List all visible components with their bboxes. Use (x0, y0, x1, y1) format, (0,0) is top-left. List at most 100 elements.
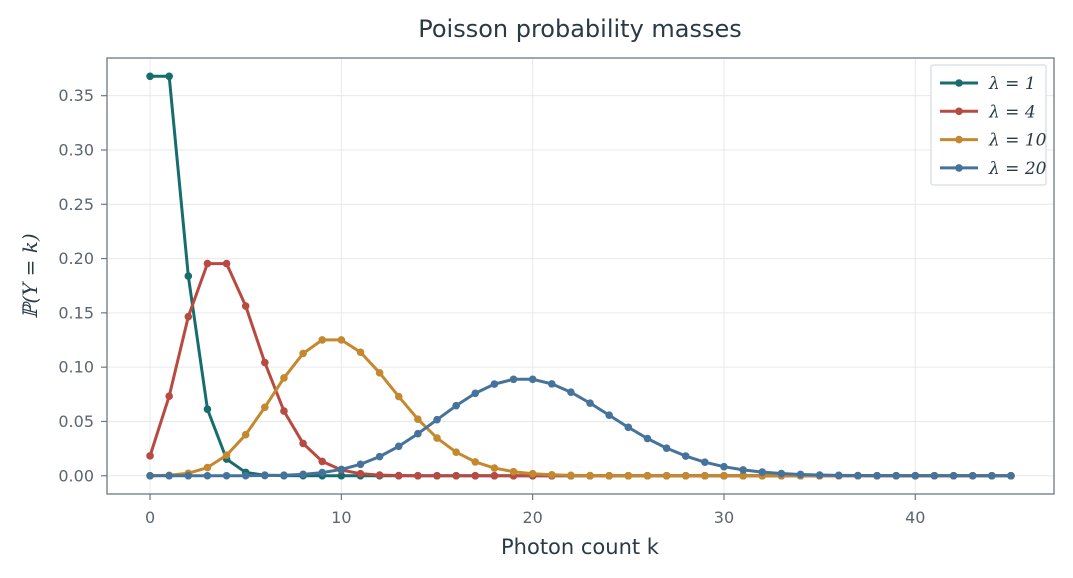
legend-box (930, 64, 1047, 186)
data-point (452, 448, 460, 456)
data-point (356, 348, 365, 357)
data-point (720, 471, 728, 480)
data-point (337, 336, 346, 344)
data-point (586, 471, 594, 480)
data-point (701, 458, 709, 466)
data-point (337, 471, 346, 480)
data-point (471, 458, 480, 466)
data-point (720, 462, 728, 471)
data-point (394, 471, 403, 480)
legend-item-lambda-10: λ = 10 (940, 131, 1047, 151)
data-point (490, 464, 499, 472)
data-point (146, 72, 154, 81)
series-lambda-10 (146, 336, 1015, 480)
legend-swatch-marker (955, 107, 963, 116)
data-point (433, 415, 441, 424)
data-point (414, 471, 422, 480)
legend: λ = 1 λ = 4 λ = 10 λ = 20 (930, 64, 1047, 186)
data-point (394, 442, 403, 451)
data-point (624, 423, 633, 432)
data-point (701, 471, 709, 480)
legend-item-lambda-1: λ = 1 (940, 74, 1036, 94)
data-point (509, 375, 518, 384)
y-tick-label: 0.25 (58, 195, 94, 214)
data-point (777, 469, 786, 478)
data-point (222, 259, 231, 268)
data-point (280, 374, 288, 382)
data-point (318, 336, 327, 344)
data-point (471, 471, 480, 480)
data-point (605, 411, 613, 420)
data-point (299, 470, 307, 479)
legend-label: λ = 10 (988, 131, 1047, 151)
data-point (1007, 471, 1015, 480)
data-point (184, 272, 193, 280)
data-point (356, 469, 365, 478)
data-point (490, 471, 499, 480)
data-point (241, 430, 250, 439)
series-layer (146, 72, 1015, 480)
data-point (643, 471, 652, 480)
data-point (796, 470, 805, 479)
data-point (528, 469, 537, 478)
legend-label: λ = 20 (988, 159, 1047, 179)
data-point (222, 451, 231, 460)
data-point (548, 470, 556, 479)
data-point (586, 399, 594, 407)
data-point (280, 471, 288, 479)
data-point (146, 452, 154, 460)
data-point (662, 471, 671, 480)
data-point (146, 471, 154, 480)
data-point (394, 392, 403, 401)
data-point (968, 471, 977, 480)
x-tick-label: 10 (331, 508, 351, 527)
y-tick-label: 0.20 (58, 249, 94, 268)
data-point (203, 259, 212, 268)
data-point (605, 471, 613, 480)
data-point (854, 471, 862, 480)
series-line (150, 74, 1011, 478)
legend-swatch-marker (955, 164, 963, 172)
data-point (414, 429, 422, 438)
data-point (949, 471, 958, 480)
legend-swatch-marker (955, 135, 963, 144)
data-point (509, 467, 518, 476)
data-point (490, 380, 499, 388)
legend-swatch-marker (955, 79, 963, 87)
data-point (471, 389, 480, 398)
data-point (452, 401, 460, 410)
tick-layer: 0 10 20 30 40 0.00 0.05 0.10 0.15 0.20 0.25 0.30 0.3… (58, 86, 925, 527)
data-point (165, 471, 173, 480)
data-point (375, 369, 384, 377)
data-point (414, 415, 422, 424)
data-point (261, 403, 269, 412)
legend-label: λ = 4 (988, 102, 1036, 122)
data-point (318, 468, 327, 477)
y-tick-label: 0.15 (58, 303, 94, 322)
x-tick-label: 40 (905, 508, 925, 527)
data-point (165, 72, 173, 81)
data-point (203, 463, 212, 472)
data-point (873, 471, 881, 480)
data-point (433, 434, 441, 442)
y-tick-label: 0.00 (58, 466, 94, 485)
data-point (203, 471, 212, 480)
series-line (150, 377, 1011, 478)
data-point (375, 471, 384, 479)
y-tick-label: 0.30 (58, 140, 94, 159)
data-point (261, 358, 269, 367)
data-point (184, 471, 193, 480)
data-point (834, 471, 843, 480)
data-point (681, 452, 690, 460)
x-tick-label: 20 (522, 508, 542, 527)
x-tick-label: 0 (145, 508, 155, 527)
data-point (203, 405, 212, 413)
data-point (567, 471, 575, 480)
data-point (643, 434, 652, 443)
data-point (911, 471, 920, 480)
data-point (892, 471, 900, 480)
data-point (299, 349, 307, 358)
data-point (280, 407, 288, 415)
x-axis-label: Photon count k (501, 535, 660, 559)
